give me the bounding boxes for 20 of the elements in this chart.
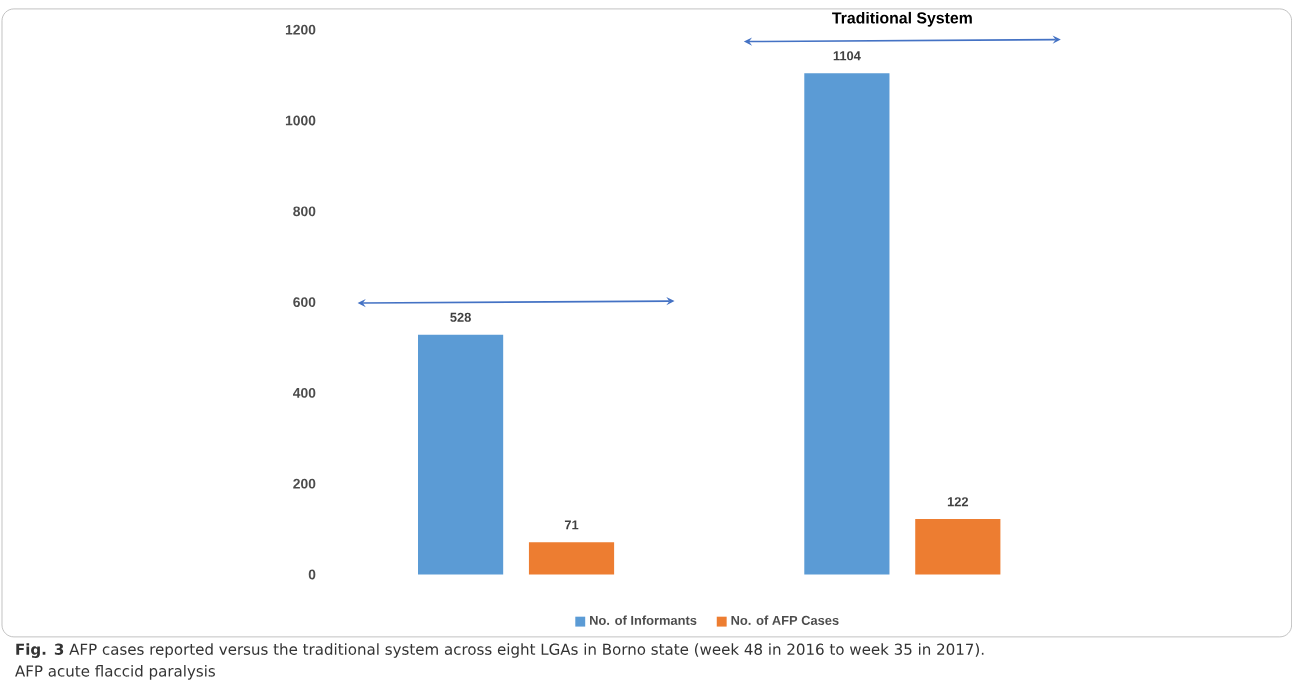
- data-label: 528: [450, 312, 471, 322]
- x-tick-label: Traditional System: [832, 11, 972, 27]
- bar: [804, 73, 890, 575]
- bar: [528, 542, 615, 575]
- legend-label: No. of Informants: [590, 615, 697, 625]
- y-tick-label: 400: [292, 387, 316, 398]
- data-label: 71: [564, 520, 579, 530]
- text: Fig. 3 AFP cases reported versus the traditional system across eight LGAs in Borno state (week 48 in 2016 to week 35 in 2017).: [16, 643, 984, 658]
- data-label: 122: [947, 497, 969, 507]
- legend-label: No. of AFP Cases: [731, 615, 839, 625]
- text: AFP acute flaccid paralysis: [15, 664, 215, 680]
- bar: [418, 334, 504, 575]
- y-tick-label: 0: [308, 569, 316, 580]
- y-tick-label: 800: [293, 206, 316, 217]
- data-label: 1104: [833, 51, 861, 61]
- y-tick-label: 1200: [285, 24, 316, 35]
- y-tick-label: 600: [293, 297, 316, 307]
- y-tick-label: 1000: [285, 115, 316, 126]
- y-tick-label: 200: [293, 478, 316, 489]
- bar: [915, 518, 1001, 575]
